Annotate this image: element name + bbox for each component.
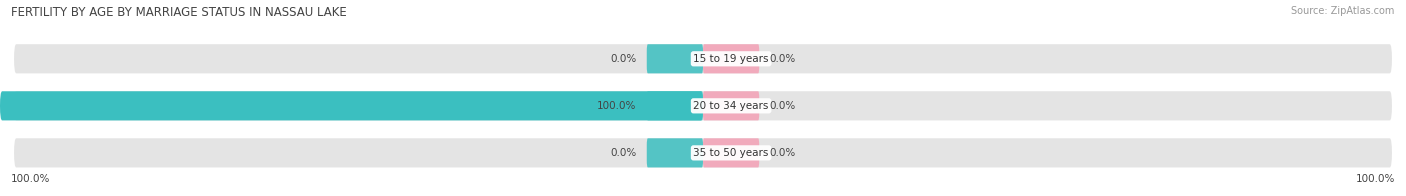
Text: 0.0%: 0.0% bbox=[770, 148, 796, 158]
Text: 100.0%: 100.0% bbox=[596, 101, 637, 111]
FancyBboxPatch shape bbox=[14, 138, 1392, 167]
FancyBboxPatch shape bbox=[703, 44, 759, 73]
Text: 0.0%: 0.0% bbox=[610, 148, 637, 158]
FancyBboxPatch shape bbox=[647, 44, 703, 73]
Text: Source: ZipAtlas.com: Source: ZipAtlas.com bbox=[1291, 6, 1395, 16]
Text: FERTILITY BY AGE BY MARRIAGE STATUS IN NASSAU LAKE: FERTILITY BY AGE BY MARRIAGE STATUS IN N… bbox=[11, 6, 347, 19]
Text: 0.0%: 0.0% bbox=[770, 54, 796, 64]
Text: 100.0%: 100.0% bbox=[11, 174, 51, 184]
FancyBboxPatch shape bbox=[647, 138, 703, 167]
Text: 0.0%: 0.0% bbox=[770, 101, 796, 111]
Text: 100.0%: 100.0% bbox=[1355, 174, 1395, 184]
FancyBboxPatch shape bbox=[703, 91, 759, 120]
Text: 15 to 19 years: 15 to 19 years bbox=[693, 54, 769, 64]
FancyBboxPatch shape bbox=[647, 91, 703, 120]
FancyBboxPatch shape bbox=[14, 44, 1392, 73]
FancyBboxPatch shape bbox=[703, 138, 759, 167]
Text: 35 to 50 years: 35 to 50 years bbox=[693, 148, 769, 158]
FancyBboxPatch shape bbox=[0, 91, 703, 120]
Text: 20 to 34 years: 20 to 34 years bbox=[693, 101, 769, 111]
FancyBboxPatch shape bbox=[14, 91, 1392, 120]
Text: 0.0%: 0.0% bbox=[610, 54, 637, 64]
